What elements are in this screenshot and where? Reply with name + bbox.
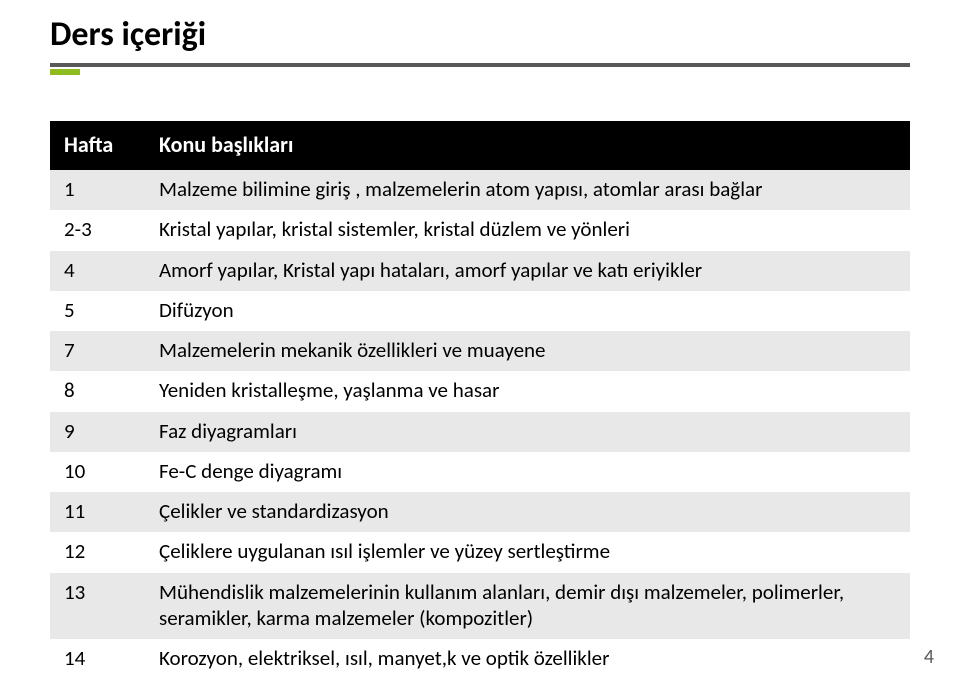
table-body: 1Malzeme bilimine giriş , malzemelerin a… [50, 170, 910, 679]
cell-topic: Mühendislik malzemelerinin kullanım alan… [145, 573, 910, 640]
cell-topic: Korozyon, elektriksel, ısıl, manyet,k ve… [145, 639, 910, 679]
cell-week: 5 [50, 291, 145, 331]
title-block: Ders içeriği [50, 0, 910, 75]
cell-week: 4 [50, 251, 145, 291]
cell-topic: Malzeme bilimine giriş , malzemelerin at… [145, 170, 910, 210]
slide: Ders içeriği Hafta Konu başlıkları 1Malz… [0, 0, 960, 681]
cell-week: 9 [50, 412, 145, 452]
cell-topic: Amorf yapılar, Kristal yapı hataları, am… [145, 251, 910, 291]
cell-week: 13 [50, 573, 145, 640]
table-row: 5Difüzyon [50, 291, 910, 331]
table-row: 2-3Kristal yapılar, kristal sistemler, k… [50, 210, 910, 250]
cell-week: 14 [50, 639, 145, 679]
table-row: 9Faz diyagramları [50, 412, 910, 452]
title-underline [50, 63, 910, 75]
col-header-week: Hafta [50, 121, 145, 170]
cell-topic: Fe-C denge diyagramı [145, 452, 910, 492]
table-row: 7Malzemelerin mekanik özellikleri ve mua… [50, 331, 910, 371]
cell-week: 7 [50, 331, 145, 371]
cell-topic: Malzemelerin mekanik özellikleri ve muay… [145, 331, 910, 371]
table-row: 4Amorf yapılar, Kristal yapı hataları, a… [50, 251, 910, 291]
cell-week: 8 [50, 371, 145, 411]
table-row: 13Mühendislik malzemelerinin kullanım al… [50, 573, 910, 640]
page-number: 4 [924, 645, 934, 669]
cell-week: 2-3 [50, 210, 145, 250]
content-table: Hafta Konu başlıkları 1Malzeme bilimine … [50, 121, 910, 679]
table-row: 8Yeniden kristalleşme, yaşlanma ve hasar [50, 371, 910, 411]
table-row: 10Fe-C denge diyagramı [50, 452, 910, 492]
cell-topic: Çelikler ve standardizasyon [145, 492, 910, 532]
cell-week: 1 [50, 170, 145, 210]
cell-topic: Difüzyon [145, 291, 910, 331]
cell-week: 11 [50, 492, 145, 532]
cell-topic: Çeliklere uygulanan ısıl işlemler ve yüz… [145, 532, 910, 572]
cell-week: 10 [50, 452, 145, 492]
table-row: 12Çeliklere uygulanan ısıl işlemler ve y… [50, 532, 910, 572]
page-title: Ders içeriği [50, 14, 910, 55]
table-header: Hafta Konu başlıkları [50, 121, 910, 170]
cell-week: 12 [50, 532, 145, 572]
col-header-topic: Konu başlıkları [145, 121, 910, 170]
table-row: 11Çelikler ve standardizasyon [50, 492, 910, 532]
cell-topic: Yeniden kristalleşme, yaşlanma ve hasar [145, 371, 910, 411]
cell-topic: Faz diyagramları [145, 412, 910, 452]
cell-topic: Kristal yapılar, kristal sistemler, kris… [145, 210, 910, 250]
table-row: 1Malzeme bilimine giriş , malzemelerin a… [50, 170, 910, 210]
table-row: 14Korozyon, elektriksel, ısıl, manyet,k … [50, 639, 910, 679]
